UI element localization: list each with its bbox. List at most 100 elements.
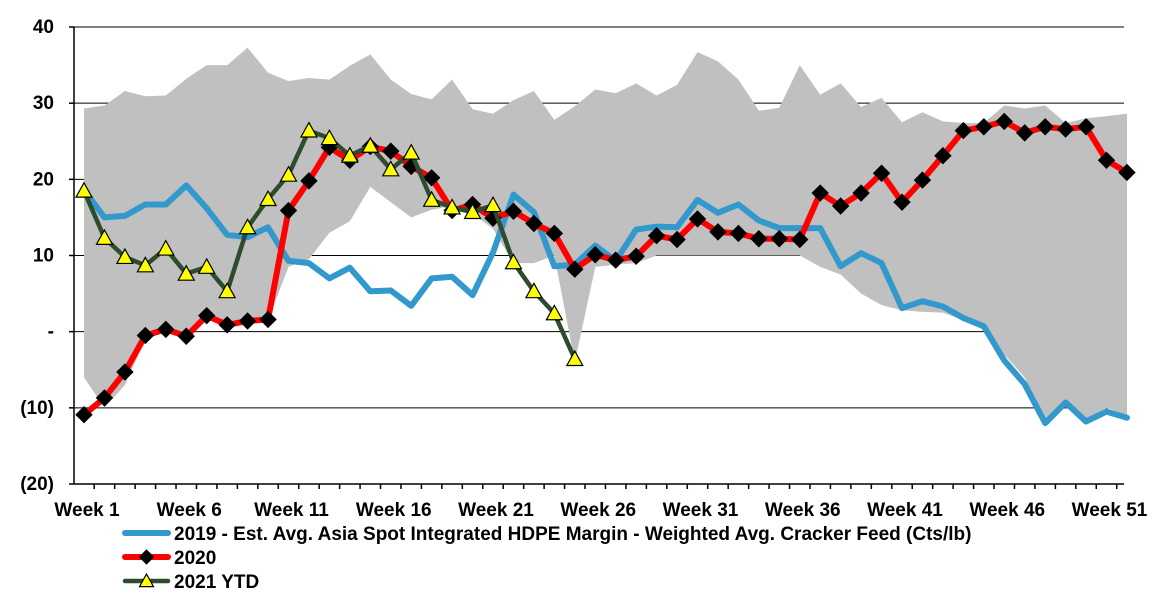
legend-marker [138, 549, 155, 565]
data-point [259, 310, 277, 329]
x-tick-label: Week 6 [157, 500, 222, 521]
data-point [954, 121, 973, 140]
data-point [524, 282, 543, 299]
data-point [1077, 118, 1095, 136]
data-point [893, 193, 911, 211]
data-point [586, 246, 604, 264]
data-point [811, 184, 829, 202]
series-2 [74, 121, 584, 367]
axes [69, 26, 1124, 489]
data-point [115, 247, 134, 265]
data-point [831, 197, 850, 215]
data-point [177, 327, 195, 345]
data-point [1036, 118, 1054, 136]
y-tick-label: - [48, 322, 54, 343]
data-point [729, 224, 748, 243]
legend-marker [138, 572, 155, 588]
data-point [483, 195, 503, 213]
data-point [525, 214, 543, 233]
data-point [382, 142, 400, 160]
data-point [279, 165, 298, 182]
data-point [279, 201, 298, 220]
data-point [688, 210, 707, 228]
x-tick-label: Week 16 [356, 500, 432, 521]
data-point [565, 349, 584, 367]
data-point [197, 306, 216, 325]
data-point [463, 202, 482, 220]
data-point [545, 304, 564, 321]
series-layer [74, 112, 1136, 427]
legend-label: 2019 - Est. Avg. Asia Spot Integrated HD… [174, 524, 971, 545]
x-tick-label: Week 26 [560, 500, 636, 521]
series-line [81, 182, 1130, 427]
data-point [791, 230, 809, 249]
x-tick-label: Week 31 [663, 500, 739, 521]
data-point [299, 121, 318, 138]
range-band-area [84, 47, 1127, 424]
data-point [852, 184, 870, 202]
tick-labels: 40 30 20 10 - (10) (20)Week 1 Week 6 Week 11 Week… [20, 17, 1148, 521]
data-point [1097, 151, 1116, 169]
data-point [74, 181, 94, 198]
data-point [259, 189, 278, 207]
data-point [320, 128, 339, 146]
data-point [709, 223, 727, 241]
x-tick-label: Week 21 [458, 500, 534, 521]
x-tick-label: Week 1 [54, 500, 120, 521]
data-point [340, 146, 359, 163]
data-point [770, 230, 789, 248]
data-point [545, 224, 564, 243]
data-point [872, 164, 891, 182]
x-tick-label: Week 41 [867, 500, 943, 521]
data-point [157, 320, 175, 339]
data-point [504, 253, 523, 270]
data-point [566, 260, 584, 278]
data-point [443, 198, 462, 215]
data-point [975, 118, 993, 136]
data-point [300, 172, 318, 190]
data-point [136, 326, 155, 345]
historical-range-band [84, 47, 1127, 424]
data-point [627, 247, 645, 265]
data-point [504, 202, 523, 221]
data-point [136, 256, 155, 273]
data-point [402, 143, 421, 160]
legend: 2019 - Est. Avg. Asia Spot Integrated HD… [122, 524, 971, 593]
data-point [218, 316, 236, 334]
legend-entry-2: 2021 YTD [122, 572, 259, 593]
data-point [750, 230, 768, 248]
data-point [422, 169, 441, 187]
y-tick-label: 30 [33, 93, 54, 114]
series-0 [81, 182, 1130, 427]
data-point [95, 389, 114, 407]
data-point [1056, 120, 1075, 138]
data-point [361, 136, 380, 153]
data-point [381, 160, 400, 177]
y-tick-label: 20 [33, 169, 54, 190]
data-point [218, 282, 237, 299]
data-point [116, 363, 134, 381]
data-point [156, 239, 175, 256]
x-tick-label: Week 46 [969, 500, 1045, 521]
data-point [913, 171, 932, 189]
data-point [422, 190, 441, 207]
y-tick-label: (10) [20, 398, 54, 419]
legend-entry-0: 2019 - Est. Avg. Asia Spot Integrated HD… [122, 524, 971, 545]
data-point [95, 228, 114, 245]
data-point [995, 112, 1013, 131]
legend-label: 2021 YTD [174, 572, 259, 593]
data-point [238, 312, 257, 330]
data-point [668, 230, 686, 249]
x-tick-label: Week 11 [254, 500, 329, 521]
y-tick-label: (20) [20, 474, 54, 495]
y-tick-label: 40 [33, 17, 54, 38]
data-point [1118, 163, 1136, 182]
data-point [177, 264, 196, 281]
data-point [197, 257, 216, 274]
data-point [1015, 124, 1034, 142]
data-point [75, 405, 93, 424]
data-point [238, 218, 257, 235]
x-tick-label: Week 51 [1072, 500, 1148, 521]
data-point [606, 251, 625, 269]
